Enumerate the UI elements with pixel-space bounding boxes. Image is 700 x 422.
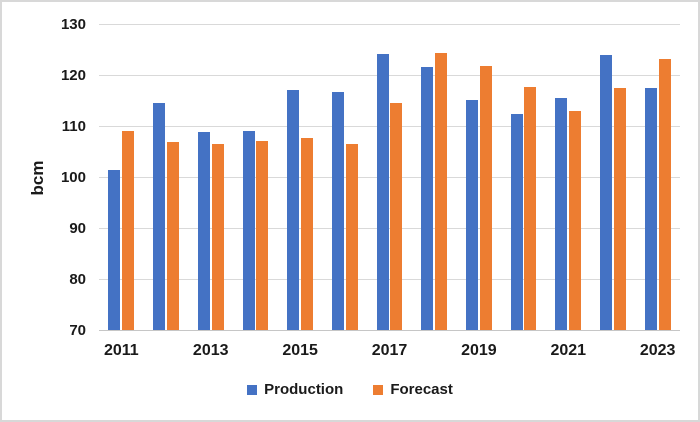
bar-forecast-2012 (166, 142, 179, 330)
y-tick-label-90: 90 (69, 220, 86, 237)
bar-production-2020 (510, 114, 523, 330)
x-tick-label-2015: 2015 (282, 342, 318, 359)
y-tick-label-130: 130 (60, 16, 86, 33)
bar-production-2021 (555, 98, 568, 330)
gridline-90 (99, 228, 680, 229)
chart-legend: Production Forecast (2, 381, 698, 398)
bar-forecast-2018 (435, 52, 448, 330)
plot-area (99, 24, 680, 331)
gridline-100 (99, 177, 680, 178)
bar-forecast-2011 (122, 131, 135, 330)
legend-swatch-forecast (373, 384, 384, 395)
bar-production-2015 (287, 89, 300, 330)
x-tick-label-2019: 2019 (461, 342, 497, 359)
bar-production-2023 (644, 88, 657, 330)
y-tick-label-80: 80 (69, 271, 86, 288)
legend-swatch-production (247, 384, 258, 395)
bar-forecast-2016 (345, 143, 358, 330)
gridline-80 (99, 279, 680, 280)
x-tick-label-2021: 2021 (550, 342, 587, 359)
bar-forecast-2020 (524, 86, 537, 330)
bar-production-2016 (331, 92, 344, 330)
y-axis-ticks: 70 80 90 100 110 120 130 (2, 16, 86, 339)
y-tick-label-120: 120 (60, 67, 86, 84)
y-tick-label-70: 70 (69, 322, 86, 339)
bar-forecast-2014 (256, 141, 269, 330)
gridline-110 (99, 126, 680, 127)
legend-item-production: Production (247, 381, 343, 398)
y-tick-label-110: 110 (61, 118, 86, 135)
x-axis-line (99, 330, 680, 331)
y-tick-label-100: 100 (60, 169, 86, 186)
x-tick-label-2013: 2013 (192, 342, 229, 359)
legend-label-forecast: Forecast (390, 381, 453, 398)
bar-forecast-2021 (569, 111, 582, 330)
gridline-130 (99, 24, 680, 25)
bar-production-2022 (600, 55, 613, 330)
x-tick-label-2017: 2017 (371, 342, 408, 359)
bar-production-2014 (242, 131, 255, 330)
bar-production-2018 (421, 67, 434, 330)
bar-forecast-2015 (300, 137, 313, 330)
bar-forecast-2019 (479, 66, 492, 330)
x-tick-label-2023: 2023 (639, 342, 676, 359)
bar-forecast-2013 (211, 143, 224, 330)
bar-production-2013 (197, 132, 210, 330)
gridline-120 (99, 75, 680, 76)
bar-forecast-2023 (658, 58, 671, 330)
bar-production-2011 (108, 169, 121, 330)
x-tick-label-2011: 2011 (103, 342, 139, 359)
bar-production-2019 (466, 100, 479, 330)
bar-production-2012 (153, 102, 166, 330)
bar-production-2017 (376, 54, 389, 330)
legend-label-production: Production (264, 381, 344, 398)
x-axis-ticks: 2011 2013 2015 2017 2019 2021 2023 (2, 342, 698, 362)
bar-forecast-2017 (390, 103, 403, 330)
legend-item-forecast: Forecast (373, 381, 453, 398)
bar-forecast-2022 (613, 88, 626, 330)
